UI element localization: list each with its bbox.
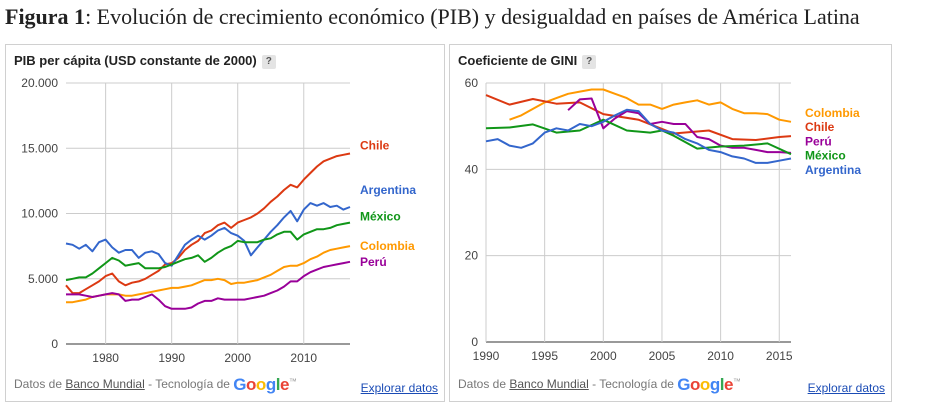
gdp-chart-title: PIB per cápita (USD constante de 2000)?	[14, 53, 276, 69]
google-logo: Google™	[233, 375, 297, 394]
gini-chart-title: Coeficiente de GINI?	[458, 53, 597, 69]
google-logo-letter: g	[265, 375, 276, 394]
series-label: Perú	[360, 255, 387, 269]
data-source-footer: Datos de Banco Mundial - Tecnología de G…	[458, 375, 741, 395]
source-link[interactable]: Banco Mundial	[509, 377, 589, 391]
series-line	[485, 118, 792, 156]
figure-label: Figura 1	[5, 4, 86, 29]
x-tick-label: 1995	[531, 349, 558, 363]
series-line	[509, 88, 792, 123]
google-logo-letter: o	[255, 375, 266, 394]
x-tick-label: 1990	[473, 349, 500, 363]
gini-line-chart: 0 20 40 60 1990 1995 2000 2005 2010 2015 ColombiaC…	[465, 76, 862, 363]
gdp-chart-title-text: PIB per cápita (USD constante de 2000)	[14, 53, 257, 68]
series-label: México	[805, 149, 846, 163]
series-label: Argentina	[360, 183, 416, 197]
series-line	[485, 94, 792, 141]
series-line	[65, 221, 351, 282]
google-logo-letter: l	[719, 375, 725, 394]
y-tick-label: 40	[465, 162, 479, 176]
tech-text: - Tecnología de	[592, 377, 674, 391]
source-prefix: Datos de	[14, 377, 63, 391]
x-tick-label: 2010	[290, 351, 317, 365]
y-tick-label: 5.000	[28, 272, 58, 286]
figure-caption-text: : Evolución de crecimiento económico (PI…	[85, 4, 860, 29]
tech-text: - Tecnología de	[148, 377, 230, 391]
series-label: Perú	[805, 134, 832, 148]
explore-data-link[interactable]: Explorar datos	[807, 381, 885, 395]
series-line	[66, 260, 351, 310]
x-tick-label: 1980	[92, 351, 119, 365]
y-tick-label: 0	[471, 335, 478, 349]
y-tick-label: 15.000	[21, 141, 58, 155]
google-logo-letter: o	[699, 375, 710, 394]
y-tick-label: 0	[51, 337, 58, 351]
google-logo: Google™	[677, 375, 741, 394]
series-label: Colombia	[805, 106, 860, 120]
x-tick-label: 2000	[224, 351, 251, 365]
gdp-chart-panel: PIB per cápita (USD constante de 2000)? …	[5, 44, 445, 402]
x-tick-label: 2015	[766, 349, 793, 363]
x-tick-label: 1990	[158, 351, 185, 365]
trademark-mark: ™	[732, 377, 741, 386]
series-label: Argentina	[805, 163, 861, 177]
google-logo-letter: G	[677, 375, 691, 394]
gini-chart-title-text: Coeficiente de GINI	[458, 53, 578, 68]
x-tick-label: 2005	[649, 349, 676, 363]
help-icon[interactable]: ?	[582, 55, 597, 69]
y-tick-label: 20	[465, 249, 479, 263]
google-logo-letter: o	[246, 375, 256, 394]
figure-caption: Figura 1: Evolución de crecimiento econó…	[5, 4, 860, 30]
data-source-footer: Datos de Banco Mundial - Tecnología de G…	[14, 375, 297, 395]
series-line	[66, 245, 351, 304]
source-link[interactable]: Banco Mundial	[65, 377, 145, 391]
google-logo-letter: e	[279, 375, 289, 394]
google-logo-letter: o	[690, 375, 700, 394]
series-line	[65, 202, 351, 267]
series-label: Colombia	[360, 239, 415, 253]
gini-chart-panel: Coeficiente de GINI? 0 20 40 60 1990 1995 2000…	[449, 44, 892, 402]
x-tick-label: 2010	[707, 349, 734, 363]
trademark-mark: ™	[288, 377, 297, 386]
series-line	[567, 97, 792, 154]
series-label: México	[360, 210, 401, 224]
google-logo-letter: g	[709, 375, 720, 394]
google-logo-letter: G	[233, 375, 247, 394]
y-tick-label: 20.000	[21, 76, 58, 90]
source-prefix: Datos de	[458, 377, 507, 391]
help-icon[interactable]: ?	[261, 55, 276, 69]
x-tick-label: 2000	[590, 349, 617, 363]
series-line	[485, 108, 792, 164]
gdp-line-chart: 0 5.000 10.000 15.000 20.000 1980 1990 2000 2010…	[21, 76, 416, 365]
y-tick-label: 10.000	[21, 207, 58, 221]
y-tick-label: 60	[465, 76, 479, 90]
explore-data-link[interactable]: Explorar datos	[360, 381, 438, 395]
series-line	[65, 152, 351, 295]
series-label: Chile	[360, 138, 390, 152]
google-logo-letter: l	[275, 375, 281, 394]
series-label: Chile	[805, 120, 835, 134]
google-logo-letter: e	[723, 375, 733, 394]
